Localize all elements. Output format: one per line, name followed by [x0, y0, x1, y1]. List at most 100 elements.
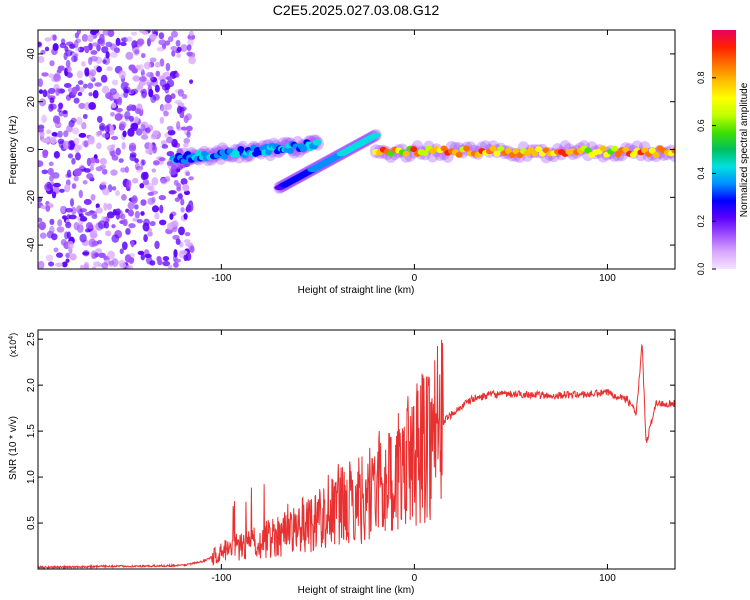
- noise-blob: [167, 129, 176, 136]
- noise-blob: [110, 169, 118, 176]
- noise-blob: [138, 63, 144, 72]
- noise-blob: [48, 87, 56, 94]
- noise-blob: [49, 174, 54, 182]
- noise-blob: [51, 191, 57, 199]
- snr-panel: -100 0 100 0.5 1.0 1.5 2.0 2.5 Height of straig…: [8, 329, 676, 596]
- noise-blob: [89, 165, 94, 171]
- noise-blob: [169, 213, 174, 220]
- noise-blob: [75, 38, 81, 43]
- noise-blob: [187, 33, 196, 41]
- noise-blob: [110, 150, 116, 158]
- noise-blob: [62, 110, 68, 115]
- noise-blob: [110, 144, 116, 149]
- noise-blob: [146, 126, 151, 134]
- noise-blob: [47, 167, 54, 176]
- noise-blob: [68, 214, 77, 220]
- noise-blob: [185, 171, 191, 177]
- noise-blob: [149, 220, 156, 227]
- noise-blob: [115, 107, 124, 112]
- noise-blob: [107, 250, 115, 260]
- noise-blob: [78, 86, 85, 93]
- noise-blob: [115, 37, 121, 47]
- noise-blob: [50, 136, 57, 145]
- noise-blob: [96, 142, 102, 150]
- noise-blob: [139, 30, 146, 34]
- x-tick-label: -100: [211, 273, 231, 284]
- noise-blob: [132, 177, 139, 184]
- noise-blob: [140, 53, 146, 59]
- noise-blob: [188, 56, 196, 65]
- noise-blob: [177, 89, 185, 97]
- noise-blob: [128, 223, 136, 229]
- noise-blob: [79, 213, 84, 218]
- noise-blob: [76, 70, 83, 79]
- noise-blob: [185, 242, 192, 247]
- noise-blob: [94, 248, 103, 254]
- noise-blob: [53, 182, 61, 188]
- noise-blob: [85, 228, 91, 233]
- noise-blob: [60, 239, 67, 246]
- noise-blob: [56, 226, 65, 233]
- noise-blob: [173, 261, 179, 268]
- trace-mark: [410, 146, 418, 153]
- y-tick-label: 40: [26, 48, 37, 60]
- y-tick-label: 2.5: [26, 332, 37, 346]
- noise-blob: [90, 250, 97, 260]
- noise-blob: [159, 58, 165, 67]
- noise-blob: [183, 213, 188, 220]
- noise-blob: [180, 250, 188, 255]
- noise-blob: [164, 83, 171, 90]
- snr-axes: -100 0 100 0.5 1.0 1.5 2.0 2.5: [26, 330, 675, 584]
- noise-blob: [101, 262, 109, 269]
- x-tick-label: 100: [599, 273, 616, 284]
- noise-blob: [41, 137, 50, 143]
- noise-blob: [84, 67, 90, 76]
- noise-blob: [159, 204, 164, 214]
- noise-blob: [133, 116, 140, 123]
- trace-mark: [531, 150, 539, 157]
- noise-blob: [102, 59, 107, 64]
- noise-blob: [89, 157, 97, 164]
- noise-blob: [91, 30, 99, 34]
- noise-blob: [115, 211, 120, 220]
- noise-blob: [58, 110, 64, 117]
- noise-blob: [38, 196, 43, 203]
- noise-blob: [78, 220, 84, 226]
- trace-mark: [195, 150, 203, 157]
- noise-blob: [126, 264, 134, 269]
- noise-blob: [53, 151, 60, 159]
- noise-blob: [59, 188, 65, 193]
- noise-blob: [73, 168, 82, 177]
- noise-blob: [175, 238, 181, 245]
- noise-blob: [49, 60, 55, 67]
- noise-blob: [154, 212, 160, 220]
- noise-blob: [135, 128, 143, 136]
- noise-blob: [99, 37, 106, 47]
- trace-mark: [497, 145, 505, 152]
- noise-blob: [126, 36, 133, 42]
- trace-mark: [489, 145, 497, 152]
- noise-blob: [185, 125, 193, 132]
- noise-blob: [79, 233, 87, 243]
- noise-blob: [156, 47, 165, 52]
- noise-blob: [130, 239, 135, 248]
- noise-blob: [65, 207, 73, 213]
- noise-blob: [42, 89, 48, 98]
- noise-blob: [48, 103, 54, 112]
- x-tick-label: 0: [412, 573, 418, 584]
- noise-blob: [175, 39, 181, 47]
- noise-blob: [90, 50, 98, 55]
- noise-blob: [180, 178, 188, 186]
- noise-blob: [116, 98, 122, 104]
- noise-blob: [149, 72, 154, 81]
- noise-blob: [145, 148, 153, 155]
- noise-blob: [142, 171, 149, 180]
- y-tick-label: 20: [26, 96, 37, 108]
- spectrogram-ylabel: Frequency (Hz): [8, 116, 19, 185]
- noise-blob: [87, 135, 95, 145]
- trace-mark: [264, 149, 272, 156]
- noise-blob: [137, 83, 144, 90]
- noise-blob: [179, 112, 185, 119]
- noise-blob: [131, 123, 139, 130]
- noise-blob: [121, 241, 128, 251]
